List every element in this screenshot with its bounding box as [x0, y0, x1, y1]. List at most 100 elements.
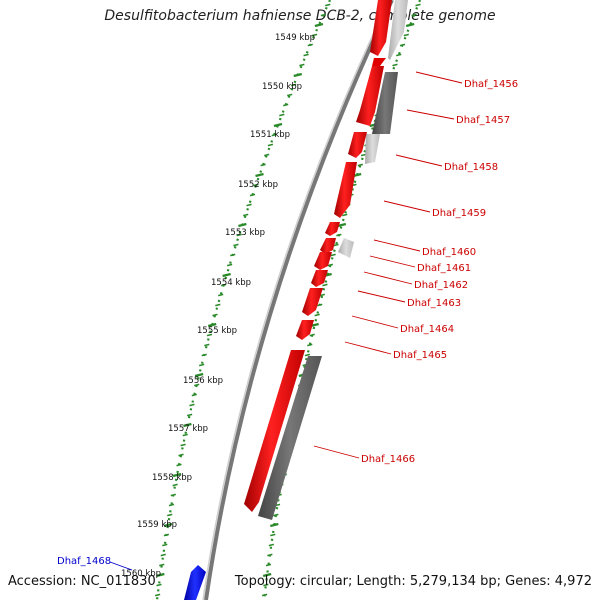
scale-tick-outer	[246, 203, 252, 207]
scale-tick-outer	[182, 433, 188, 437]
scale-tick-inner	[360, 153, 367, 157]
scale-tick-outer	[163, 533, 170, 537]
scale-tick-inner	[317, 303, 323, 307]
scale-tick-outer	[320, 13, 327, 17]
scale-tick-inner	[415, 3, 421, 7]
gene-feature-1459[interactable]	[334, 162, 357, 218]
gene-feature-1468[interactable]	[184, 565, 206, 600]
tick-label-1557: 1557 kbp	[168, 424, 208, 434]
gene-feature-1466[interactable]	[244, 350, 322, 520]
tick-label-1558: 1558 kbp	[152, 473, 192, 483]
scale-tick-outer	[204, 343, 210, 347]
gene-label-1468[interactable]: Dhaf_1468	[57, 556, 111, 567]
scale-tick-outer	[271, 133, 277, 137]
gene-feature-1464[interactable]	[302, 288, 323, 316]
scale-tick-outer	[186, 413, 193, 417]
tick-label-1550: 1550 kbp	[262, 82, 302, 92]
gene-feature-1458[interactable]	[348, 132, 380, 164]
scale-tick-outer	[273, 122, 283, 128]
gene-feature-1461[interactable]	[325, 222, 340, 236]
gene-feature-1457[interactable]	[356, 66, 384, 126]
topology-text: Topology: circular; Length: 5,279,134 bp…	[234, 574, 592, 589]
gene-feature-1462[interactable]	[320, 238, 336, 254]
scale-tick-outer	[230, 253, 236, 257]
scale-tick-inner	[330, 253, 336, 257]
scale-tick-outer	[201, 353, 207, 357]
scale-tick-inner	[337, 222, 347, 228]
scale-tick-outer	[206, 333, 213, 337]
gene-feature-light-top[interactable]	[388, 0, 408, 60]
scale-tick-outer	[233, 243, 239, 247]
scale-tick-outer	[159, 563, 165, 567]
scale-tick-inner	[304, 353, 311, 357]
scale-tick-outer	[220, 283, 227, 287]
scale-tick-inner	[405, 22, 415, 28]
scale-tick-inner	[411, 13, 417, 17]
accession-text: Accession: NC_011830	[8, 574, 156, 589]
scale-tick-outer	[154, 593, 161, 597]
gene-label-1460[interactable]: Dhaf_1460	[422, 247, 476, 258]
scale-tick-outer	[156, 583, 162, 587]
scale-tick-inner	[396, 53, 402, 57]
scale-tick-outer	[198, 363, 205, 367]
scale-tick-inner	[273, 513, 279, 517]
gene-label-1466[interactable]: Dhaf_1466	[361, 454, 415, 465]
scale-tick-outer	[176, 463, 182, 467]
scale-tick-inner	[336, 233, 342, 237]
scale-tick-outer	[168, 503, 175, 507]
gene-feature-top-forward[interactable]	[370, 0, 392, 66]
gene-label-1458[interactable]: Dhaf_1458	[444, 162, 498, 173]
scale-tick-outer	[194, 372, 204, 378]
scale-tick-outer	[314, 22, 324, 28]
scale-tick-inner	[342, 213, 348, 217]
scale-tick-outer	[193, 383, 200, 387]
gene-label-1459[interactable]: Dhaf_1459	[432, 208, 486, 219]
tick-label-1559: 1559 kbp	[137, 520, 177, 530]
gene-label-1462[interactable]: Dhaf_1462	[414, 280, 468, 291]
scale-tick-outer	[218, 293, 224, 297]
backbone-arc-highlight	[202, 0, 390, 600]
scale-tick-inner	[357, 163, 364, 167]
gene-label-1457[interactable]: Dhaf_1457	[456, 115, 510, 126]
scale-tick-outer	[163, 522, 173, 528]
tick-label-1553: 1553 kbp	[225, 228, 265, 238]
gene-label-1465[interactable]: Dhaf_1465	[393, 350, 447, 361]
tick-label-1551: 1551 kbp	[250, 130, 290, 140]
scale-tick-outer	[162, 543, 168, 547]
gene-label-1461[interactable]: Dhaf_1461	[417, 263, 471, 274]
gene-feature-1456[interactable]	[372, 72, 398, 134]
scale-tick-outer	[325, 3, 331, 7]
scale-tick-outer	[178, 453, 184, 457]
tick-label-1560: 1560 kbp	[121, 569, 161, 579]
scale-tick-outer	[180, 443, 186, 447]
scale-tick-outer	[160, 553, 166, 557]
scale-tick-inner	[403, 33, 409, 37]
scale-tick-outer	[156, 572, 165, 578]
scale-tick-outer	[207, 322, 217, 328]
gene-label-1456[interactable]: Dhaf_1456	[464, 79, 518, 90]
gene-feature-1465[interactable]	[296, 320, 314, 340]
scale-tick-inner	[270, 522, 279, 528]
gene-feature-1460[interactable]	[338, 238, 354, 258]
gene-label-1463[interactable]: Dhaf_1463	[407, 298, 461, 309]
gene-label-1464[interactable]: Dhaf_1464	[400, 324, 454, 335]
scale-tick-inner	[265, 563, 272, 567]
tick-label-1556: 1556 kbp	[183, 376, 223, 386]
scale-tick-outer	[172, 483, 178, 487]
scale-tick-inner	[267, 553, 273, 557]
scale-tick-outer	[283, 103, 289, 107]
scale-tick-inner	[263, 583, 269, 587]
scale-tick-inner	[262, 572, 272, 578]
scale-tick-outer	[303, 53, 309, 57]
scale-tick-outer	[212, 313, 218, 317]
scale-tick-outer	[260, 163, 266, 167]
tick-label-1554: 1554 kbp	[211, 278, 251, 288]
gene-feature-1463[interactable]	[311, 252, 332, 287]
scale-tick-outer	[299, 63, 305, 67]
scale-tick-inner	[327, 263, 334, 267]
scale-tick-outer	[264, 153, 270, 157]
scale-tick-inner	[322, 283, 328, 287]
tick-label-1552: 1552 kbp	[238, 180, 278, 190]
scale-tick-inner	[270, 533, 276, 537]
